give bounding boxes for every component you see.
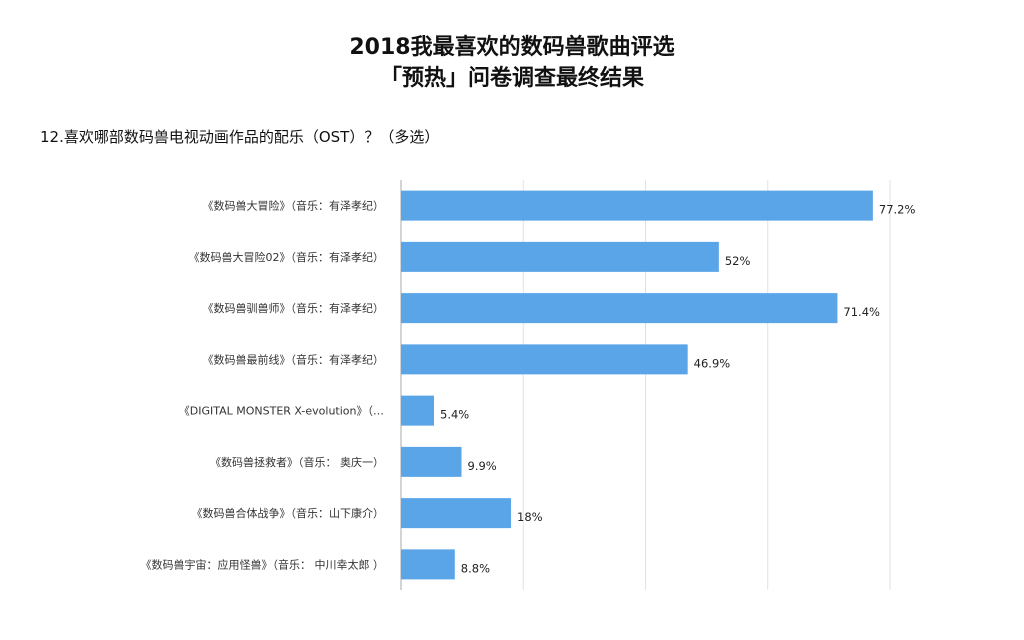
category-label-8: 《数码兽宇宙：应用怪兽》（音乐： 中川幸太郎 ） [141, 557, 385, 571]
value-label-6: 9.9% [468, 459, 497, 473]
bar-3 [401, 293, 838, 324]
value-label-1: 77.2% [879, 203, 916, 217]
value-label-4: 46.9% [694, 356, 731, 370]
value-label-5: 5.4% [440, 408, 469, 422]
category-label-7: 《数码兽合体战争》（音乐：山下康介） [192, 506, 385, 520]
chart-title-line-2: 「预热」问卷调查最终结果 [379, 66, 644, 91]
category-label-4: 《数码兽最前线》（音乐：有泽孝纪） [203, 352, 385, 366]
bars [401, 190, 873, 580]
value-label-7: 18% [517, 510, 543, 524]
bar-1 [401, 190, 873, 221]
value-label-8: 8.8% [461, 561, 490, 575]
category-label-6: 《数码兽拯救者》（音乐： 奥庆一） [210, 455, 384, 469]
bar-8 [401, 549, 455, 580]
category-labels: 《数码兽大冒险》（音乐：有泽孝纪） 《数码兽大冒险02》（音乐：有泽孝纪） 《数码兽… [141, 199, 385, 572]
value-label-2: 52% [725, 254, 751, 268]
gridlines [400, 180, 891, 590]
category-label-1: 《数码兽大冒险》（音乐：有泽孝纪） [203, 199, 385, 213]
category-label-2: 《数码兽大冒险02》（音乐：有泽孝纪） [189, 250, 385, 264]
category-label-5: 《DIGITAL MONSTER X-evolution》（… [179, 405, 384, 418]
value-labels: 77.2% 52% 71.4% 46.9% 5.4% 9.9% 18% 8.8% [440, 203, 915, 576]
survey-question: 12.喜欢哪部数码兽电视动画作品的配乐（OST）？（多选） [40, 128, 440, 146]
bar-6 [401, 446, 462, 477]
bar-7 [401, 498, 512, 529]
bar-2 [401, 241, 719, 272]
bar-4 [401, 344, 688, 375]
category-label-3: 《数码兽驯兽师》（音乐：有泽孝纪） [203, 301, 385, 315]
value-label-3: 71.4% [843, 305, 880, 319]
chart-title-line-1: 2018我最喜欢的数码兽歌曲评选 [349, 35, 675, 60]
bar-5 [401, 395, 435, 426]
